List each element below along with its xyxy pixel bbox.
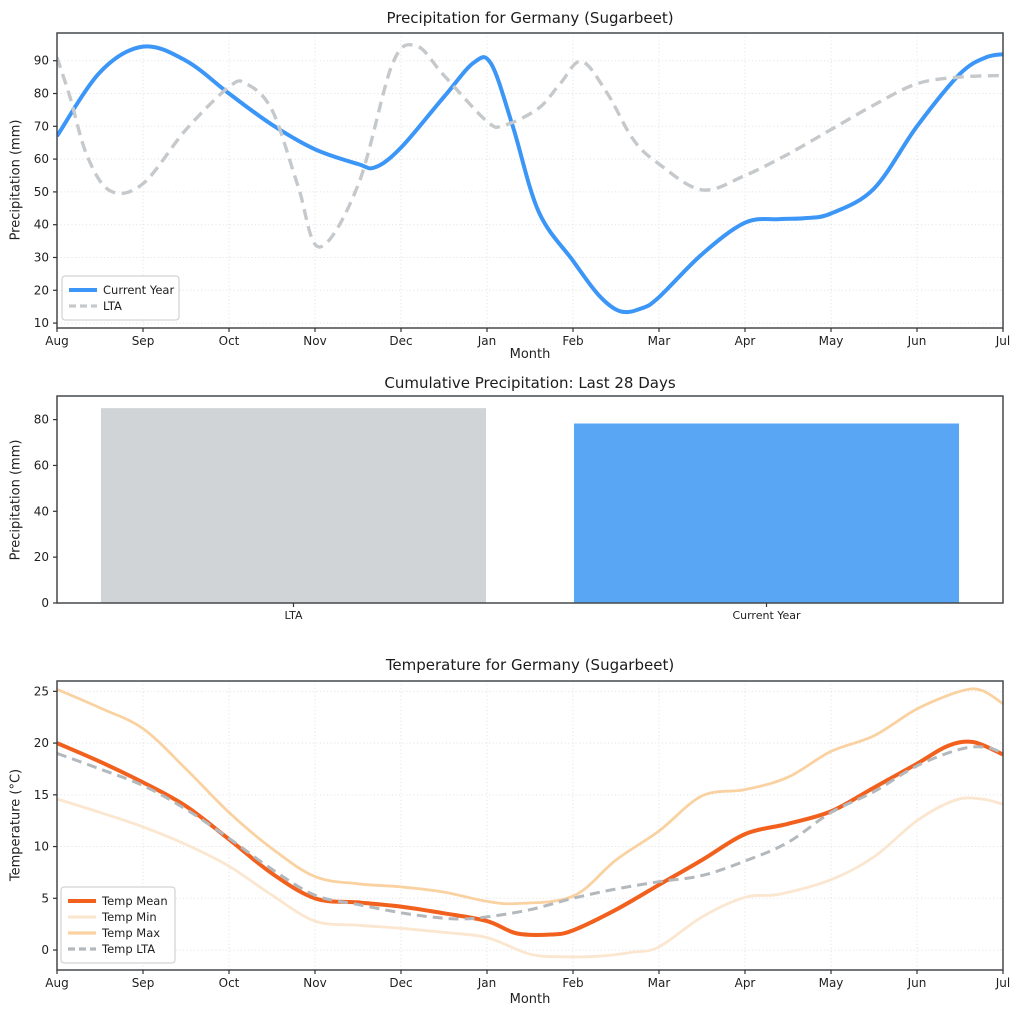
x-tick-label: Jul [995, 976, 1010, 990]
legend-box [61, 275, 180, 321]
legend-label-temp-lta: Temp LTA [101, 942, 155, 956]
plot-border [56, 395, 1004, 604]
y-tick-label: 5 [41, 891, 49, 905]
y-tick-label: 25 [34, 684, 49, 698]
y-tick-label: 60 [34, 152, 49, 166]
x-tick-label: Dec [389, 334, 412, 348]
series-line-temp-lta [57, 745, 1003, 921]
y-tick-label: 80 [34, 87, 49, 101]
y-tick-label: 20 [34, 283, 49, 297]
series-line-current-year [57, 44, 1003, 315]
x-tick-label: Dec [389, 976, 412, 990]
bar-lta [100, 408, 487, 603]
y-tick-label: 40 [34, 504, 49, 518]
y-tick-label: 70 [34, 119, 49, 133]
y-tick-label: 0 [41, 943, 49, 957]
y-tick-label: 10 [34, 840, 49, 854]
plot-border [56, 680, 1004, 971]
plot-border [56, 32, 1004, 329]
series-line-temp-min [57, 796, 1003, 959]
x-tick-label: Aug [45, 334, 68, 348]
legend-label-temp-mean: Temp Mean [101, 894, 168, 908]
legend-box [60, 886, 176, 964]
temp-x-axis-label: Month [509, 992, 551, 1007]
x-tick-label: Mar [648, 334, 671, 348]
x-tick-label: May [819, 334, 844, 348]
temp-chart-title: Temperature for Germany (Sugarbeet) [385, 656, 675, 674]
y-tick-label: 10 [34, 316, 49, 330]
series-line-temp-max [57, 687, 1003, 906]
x-tick-label: Mar [648, 976, 671, 990]
y-tick-label: 0 [41, 596, 49, 610]
x-tick-label: Feb [562, 334, 583, 348]
x-tick-label: Jan [477, 334, 497, 348]
cumulative-precip-chart-title: Cumulative Precipitation: Last 28 Days [384, 374, 676, 392]
y-tick-label: 15 [34, 788, 49, 802]
legend-label-temp-max: Temp Max [101, 926, 160, 940]
x-tick-label: Oct [219, 334, 240, 348]
x-tick-label: Feb [562, 976, 583, 990]
x-tick-label: May [819, 976, 844, 990]
x-tick-label: Jul [995, 334, 1010, 348]
x-tick-label: Sep [132, 976, 155, 990]
y-tick-label: 30 [34, 250, 49, 264]
precip-x-axis-label: Month [509, 347, 551, 362]
precip-chart-title: Precipitation for Germany (Sugarbeet) [386, 9, 674, 27]
x-tick-label: Jan [477, 976, 497, 990]
y-tick-label: 40 [34, 218, 49, 232]
x-tick-label: Nov [303, 976, 326, 990]
legend-label-current-year: Current Year [103, 283, 174, 297]
legend-label-temp-min: Temp Min [101, 910, 157, 924]
x-tick-label: Sep [132, 334, 155, 348]
series-line-temp-mean [57, 739, 1003, 938]
x-tick-label: Apr [735, 976, 756, 990]
x-tick-label: Jun [907, 976, 927, 990]
y-tick-label: 20 [34, 550, 49, 564]
x-tick-label: Nov [303, 334, 326, 348]
x-tick-label-current-year: Current Year [732, 609, 801, 622]
y-tick-label: 50 [34, 185, 49, 199]
y-tick-label: 80 [34, 413, 49, 427]
series-line-lta [57, 42, 1003, 249]
bar-current-year [573, 423, 960, 603]
x-tick-label: Oct [219, 976, 240, 990]
y-tick-label: 20 [34, 736, 49, 750]
x-tick-label: Apr [735, 334, 756, 348]
x-tick-label-lta: LTA [284, 609, 302, 622]
x-tick-label: Jun [907, 334, 927, 348]
y-tick-label: 60 [34, 458, 49, 472]
legend-label-lta: LTA [103, 299, 122, 313]
x-tick-label: Aug [45, 976, 68, 990]
y-tick-label: 90 [34, 54, 49, 68]
